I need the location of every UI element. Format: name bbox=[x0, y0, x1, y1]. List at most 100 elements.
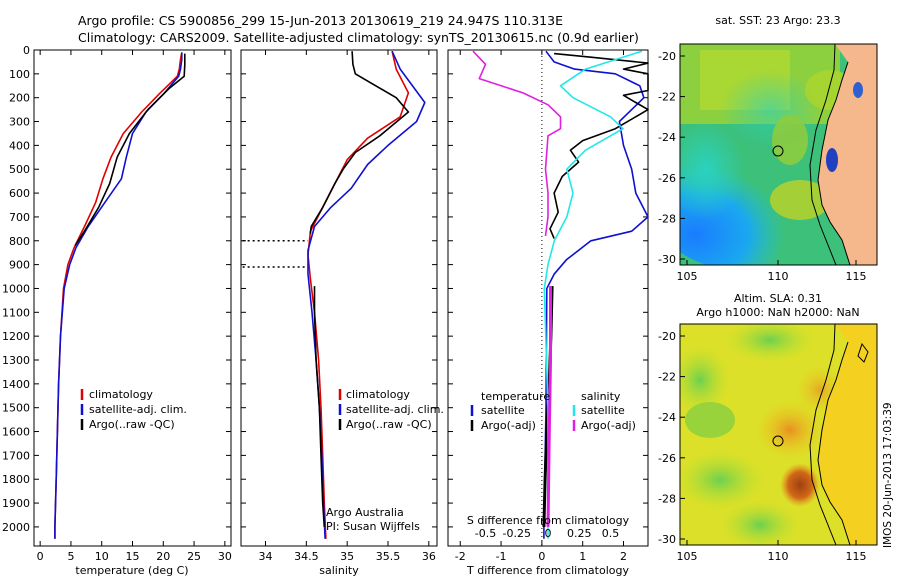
map-y-tick-label: -24 bbox=[658, 411, 676, 424]
series-line bbox=[546, 286, 552, 527]
y-tick-label: 100 bbox=[9, 68, 30, 81]
y-tick-label: 1100 bbox=[2, 306, 30, 319]
legend-group-title: temperature bbox=[481, 390, 550, 403]
y-tick-label: 500 bbox=[9, 163, 30, 176]
legend-label: Argo(..raw -QC) bbox=[346, 418, 432, 431]
map-x-tick-label: 115 bbox=[846, 550, 867, 563]
salinity-xlabel: salinity bbox=[319, 564, 359, 577]
series-line bbox=[549, 52, 649, 239]
map-y-tick-label: -30 bbox=[658, 253, 676, 266]
difference-chart: -2 -1 0 1 2 -0.5 -0.25 0 0.25 0.5 temperature salin… bbox=[448, 49, 649, 563]
legend-label: climatology bbox=[346, 388, 410, 401]
y-tick-label: 900 bbox=[9, 259, 30, 272]
x-tick-label: 35 bbox=[340, 550, 354, 563]
y-tick-label: 1200 bbox=[2, 330, 30, 343]
legend-label: satellite bbox=[581, 404, 625, 417]
salinity-chart: 34 34.5 35 35.5 36 climatology satellite-adj. … bbox=[241, 49, 444, 563]
x-tick-label: 30 bbox=[218, 550, 232, 563]
map-x-tick-label: 115 bbox=[846, 270, 867, 283]
difference-xlabel2: S difference from climatology bbox=[467, 514, 630, 527]
map-x-tick-label: 110 bbox=[768, 270, 789, 283]
argo-position-marker-1 bbox=[772, 145, 784, 157]
x2-tick-label: -0.25 bbox=[503, 527, 531, 540]
sla-map-title: Altim. SLA: 0.31 bbox=[734, 292, 822, 305]
series-line bbox=[543, 50, 649, 539]
legend-group-title: salinity bbox=[581, 390, 621, 403]
map-y-tick-label: -28 bbox=[658, 212, 676, 225]
argo-australia-label: Argo Australia bbox=[326, 506, 404, 519]
map-y-tick-label: -22 bbox=[658, 371, 676, 384]
y-tick-label: 600 bbox=[9, 187, 30, 200]
y-tick-label: 1500 bbox=[2, 402, 30, 415]
legend-label: satellite-adj. clim. bbox=[89, 403, 187, 416]
x-tick-label: -1 bbox=[496, 550, 507, 563]
y-tick-label: 1800 bbox=[2, 473, 30, 486]
x-tick-label: 10 bbox=[95, 550, 109, 563]
x-tick-label: 34.5 bbox=[294, 550, 319, 563]
imos-timestamp: IMOS 20-Jun-2013 17:03:39 bbox=[882, 402, 894, 548]
x-tick-label: 25 bbox=[187, 550, 201, 563]
y-tick-label: 200 bbox=[9, 92, 30, 105]
series-line bbox=[309, 51, 410, 234]
map-x-tick-label: 105 bbox=[677, 550, 698, 563]
difference-xlabel: T difference from climatology bbox=[466, 564, 629, 577]
y-tick-label: 1900 bbox=[2, 497, 30, 510]
salinity-panel-frame bbox=[240, 49, 438, 547]
y-tick-label: 2000 bbox=[2, 521, 30, 534]
y-tick-label: 400 bbox=[9, 139, 30, 152]
map-y-tick-label: -26 bbox=[658, 172, 676, 185]
x-tick-label: 1 bbox=[579, 550, 586, 563]
legend-label: Argo(-adj) bbox=[581, 419, 636, 432]
y-tick-label: 1000 bbox=[2, 282, 30, 295]
difference-panel-frame bbox=[447, 49, 649, 547]
temperature-xlabel: temperature (deg C) bbox=[75, 564, 188, 577]
header-line-1: Argo profile: CS 5900856_299 15-Jun-2013… bbox=[78, 13, 563, 28]
map-x-tick-label: 105 bbox=[677, 270, 698, 283]
legend-label: Argo(-adj) bbox=[481, 419, 536, 432]
map-y-tick-label: -24 bbox=[658, 131, 676, 144]
x-tick-label: 0 bbox=[538, 550, 545, 563]
y-tick-label: 300 bbox=[9, 116, 30, 129]
x-tick-label: 20 bbox=[156, 550, 170, 563]
series-line bbox=[472, 50, 562, 237]
map-y-tick-label: -26 bbox=[658, 452, 676, 465]
series-line bbox=[54, 52, 183, 539]
y-tick-label: 1700 bbox=[2, 449, 30, 462]
y-tick-label: 1300 bbox=[2, 354, 30, 367]
x2-tick-label: -0.5 bbox=[475, 527, 496, 540]
x2-tick-label: 0 bbox=[545, 527, 552, 540]
sla-map: Altim. SLA: 0.31 Argo h1000: NaN h2000: … bbox=[658, 292, 878, 563]
x-tick-label: 15 bbox=[126, 550, 140, 563]
map-x-tick-label: 110 bbox=[768, 550, 789, 563]
y-tick-label: 1400 bbox=[2, 378, 30, 391]
x-tick-label: -2 bbox=[455, 550, 466, 563]
map-y-tick-label: -20 bbox=[658, 330, 676, 343]
x-tick-label: 36 bbox=[422, 550, 436, 563]
legend-label: satellite bbox=[481, 404, 525, 417]
series-line bbox=[74, 53, 186, 246]
sst-map: sat. SST: 23 Argo: 23.3 105 110 115 -20 -22 -… bbox=[658, 14, 878, 283]
sst-map-title: sat. SST: 23 Argo: 23.3 bbox=[715, 14, 840, 27]
map-y-tick-label: -20 bbox=[658, 50, 676, 63]
map-y-tick-label: -22 bbox=[658, 91, 676, 104]
x-tick-label: 34 bbox=[259, 550, 273, 563]
temperature-chart: 0 100 200 300 400 500 600 700 800 900 1000 1100 1200… bbox=[2, 44, 232, 563]
series-line bbox=[313, 286, 326, 527]
series-line bbox=[543, 50, 643, 539]
y-tick-label: 700 bbox=[9, 211, 30, 224]
y-tick-label: 800 bbox=[9, 235, 30, 248]
x-tick-label: 0 bbox=[37, 550, 44, 563]
sla-map-title-2: Argo h1000: NaN h2000: NaN bbox=[696, 306, 859, 319]
map-y-tick-label: -28 bbox=[658, 492, 676, 505]
x2-tick-label: 0.5 bbox=[602, 527, 620, 540]
legend-label: satellite-adj. clim. bbox=[346, 403, 444, 416]
argo-position-marker-2 bbox=[772, 435, 784, 447]
legend-label: climatology bbox=[89, 388, 153, 401]
x-tick-label: 5 bbox=[67, 550, 74, 563]
series-line bbox=[307, 50, 426, 539]
x-tick-label: 2 bbox=[620, 550, 627, 563]
header-line-2: Climatology: CARS2009. Satellite-adjuste… bbox=[78, 30, 639, 45]
pi-label: PI: Susan Wijffels bbox=[326, 520, 420, 533]
x2-tick-label: 0.25 bbox=[567, 527, 592, 540]
